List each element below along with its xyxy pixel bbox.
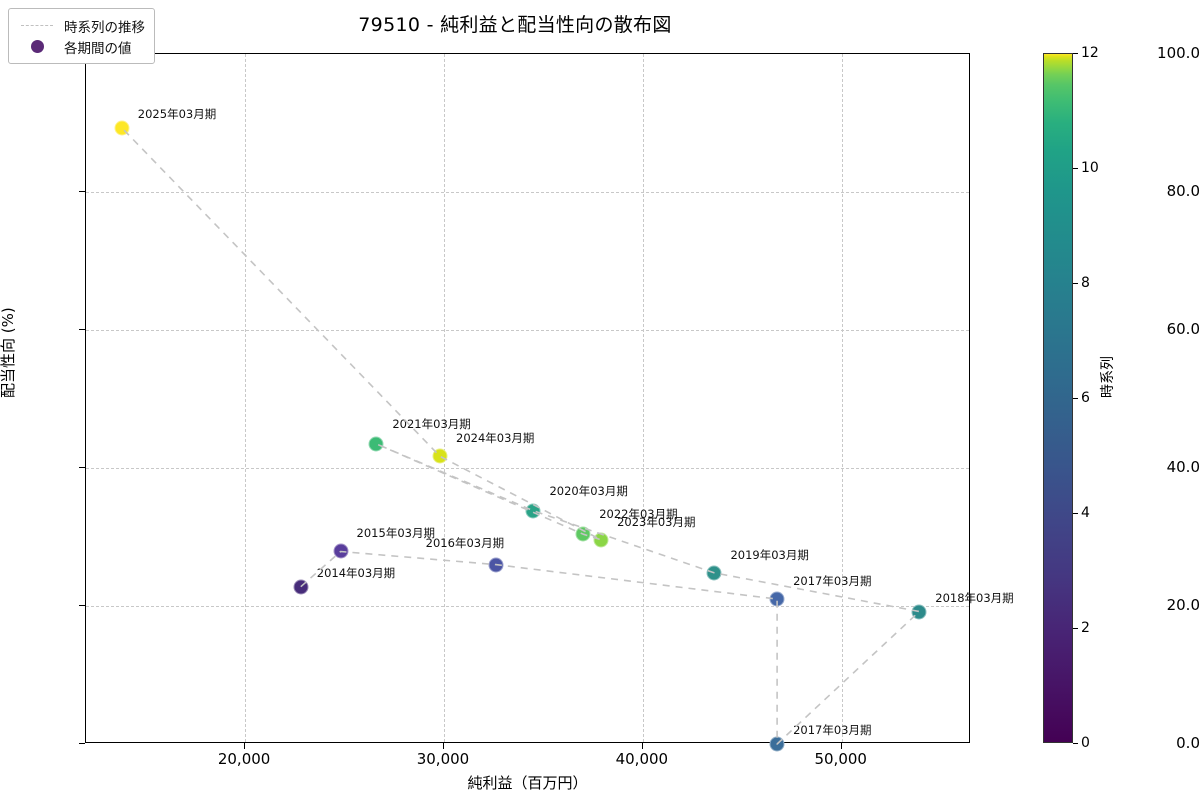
x-tick-label: 30,000 (416, 750, 470, 768)
x-tick-label: 50,000 (814, 750, 867, 768)
y-tick-mark (79, 191, 85, 192)
scatter-point-label: 2017年03月期 (793, 574, 872, 589)
y-gridline (86, 468, 969, 469)
colorbar-tick-label: 12 (1081, 45, 1099, 61)
scatter-point-label: 2017年03月期 (793, 723, 872, 737)
x-tick-mark (442, 743, 444, 749)
colorbar-tick-label: 6 (1081, 390, 1090, 406)
x-tick-label: 20,000 (217, 750, 271, 768)
plot-area: 2014年03月期 2015年03月期 2016年03月期 2017年03月期 2017… (85, 53, 1014, 752)
legend-label-point: 各期間の値 (64, 40, 132, 57)
scatter-point-label: 2014年03月期 (316, 565, 396, 580)
legend-item-point: 各期間の値 (16, 36, 145, 57)
y-tick-label: 80.0 (1166, 182, 1200, 200)
x-tick-mark (840, 743, 842, 749)
scatter-point-label: 2020年03月期 (549, 483, 628, 498)
colorbar-tick-label: 2 (1081, 620, 1090, 636)
x-axis-label: 純利益（百万円） (467, 774, 588, 792)
colorbar-tick-label: 0 (1081, 735, 1090, 751)
colorbar-tick-mark (1073, 283, 1078, 284)
y-tick-label: 60.0 (1166, 320, 1200, 338)
plot-inner: 2014年03月期 2015年03月期 2016年03月期 2017年03月期 2017… (86, 54, 1014, 752)
y-tick-mark (79, 743, 85, 744)
legend-label-line: 時系列の推移 (64, 19, 145, 36)
y-tick-label: 40.0 (1166, 458, 1200, 476)
scatter-point[interactable] (769, 591, 785, 607)
y-gridline (86, 330, 969, 331)
scatter-point-label: 2025年03月期 (137, 106, 217, 121)
scatter-point-label: 2016年03月期 (425, 535, 505, 550)
legend: 時系列の推移 各期間の値 (8, 8, 155, 64)
colorbar-tick-mark (1073, 513, 1078, 514)
legend-item-line: 時系列の推移 (16, 15, 145, 36)
x-tick-label: 40,000 (615, 750, 669, 768)
scatter-point[interactable] (593, 532, 609, 548)
x-tick-mark (641, 743, 643, 749)
colorbar-gradient (1043, 53, 1073, 743)
colorbar-tick-mark (1073, 743, 1078, 744)
y-tick-mark (79, 605, 85, 606)
colorbar-tick-label: 10 (1081, 160, 1099, 176)
colorbar-tick-mark (1073, 53, 1078, 54)
y-gridline (86, 606, 969, 607)
scatter-point[interactable] (911, 604, 927, 620)
y-tick-label: 20.0 (1166, 596, 1200, 614)
y-tick-label: 100.0 (1157, 44, 1200, 62)
scatter-point-label: 2015年03月期 (356, 526, 435, 541)
scatter-point[interactable] (333, 543, 349, 559)
scatter-point-label: 2018年03月期 (935, 590, 1014, 605)
x-gridline (642, 54, 644, 742)
y-tick-label: 0.0 (1176, 734, 1200, 752)
y-tick-mark (79, 329, 85, 330)
scatter-point[interactable] (114, 120, 130, 136)
colorbar-tick-mark (1073, 168, 1078, 169)
scatter-point[interactable] (432, 448, 448, 464)
page-title: 79510 - 純利益と配当性向の散布図 (358, 14, 672, 36)
x-gridline (841, 54, 843, 742)
scatter-point[interactable] (706, 565, 722, 581)
circle-marker-icon (16, 40, 58, 53)
scatter-point[interactable] (525, 503, 541, 519)
colorbar-tick-mark (1073, 628, 1078, 629)
scatter-point[interactable] (575, 526, 591, 542)
x-tick-mark (244, 743, 246, 749)
scatter-point-label: 2023年03月期 (617, 514, 696, 529)
colorbar: 0 2 4 6 8 10 12 (1043, 45, 1099, 751)
colorbar-tick-mark (1073, 398, 1078, 399)
scatter-point[interactable] (368, 436, 384, 452)
colorbar-tick-label: 4 (1081, 505, 1090, 521)
y-gridline (86, 192, 969, 193)
x-gridline (245, 54, 247, 742)
scatter-point-label: 2024年03月期 (456, 431, 535, 446)
scatter-point-label: 2019年03月期 (730, 547, 809, 562)
y-axis-label: 配当性向 (%) (0, 307, 17, 398)
scatter-point[interactable] (293, 579, 309, 595)
dashed-line-icon (16, 25, 58, 26)
x-gridline (443, 54, 445, 742)
y-tick-mark (79, 467, 85, 468)
colorbar-label: 時系列 (1100, 356, 1116, 398)
colorbar-tick-label: 8 (1081, 275, 1090, 291)
scatter-point[interactable] (488, 557, 504, 573)
